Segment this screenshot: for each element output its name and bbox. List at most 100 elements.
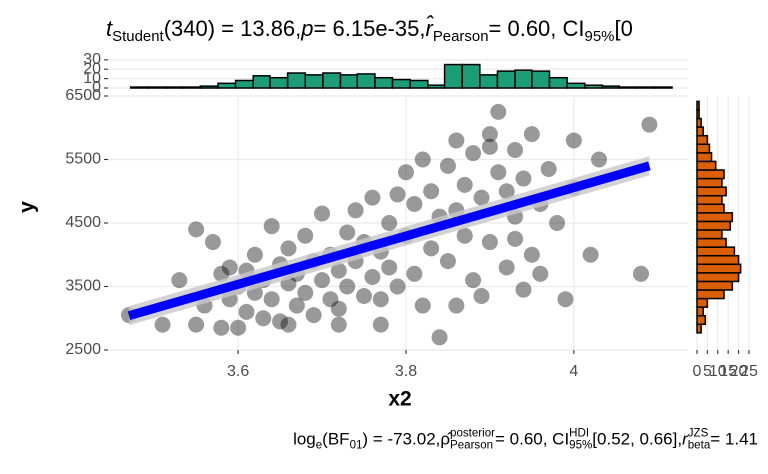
histogram-bar bbox=[636, 86, 656, 89]
histogram-bar bbox=[696, 323, 702, 334]
point bbox=[448, 297, 465, 314]
text-segment: 95% bbox=[585, 28, 615, 45]
point bbox=[339, 224, 356, 241]
point bbox=[204, 234, 221, 251]
x-tick-label: 0 bbox=[693, 363, 702, 380]
histogram-bar bbox=[618, 86, 638, 89]
x-tick-label: 10 bbox=[709, 363, 727, 380]
text-segment: = 0.60, CI bbox=[489, 16, 585, 41]
point bbox=[473, 288, 490, 305]
histogram-bar bbox=[696, 117, 702, 128]
point bbox=[364, 268, 381, 285]
point bbox=[381, 215, 398, 231]
point bbox=[397, 164, 414, 181]
point bbox=[423, 183, 440, 200]
histogram-bar bbox=[696, 280, 734, 291]
point bbox=[280, 316, 297, 333]
histogram-bar bbox=[165, 86, 184, 89]
y-tick-label: 4500 bbox=[65, 214, 101, 231]
point bbox=[230, 319, 247, 336]
point bbox=[591, 151, 608, 168]
point bbox=[448, 132, 465, 149]
histogram-bar bbox=[584, 84, 604, 89]
histogram-bar bbox=[391, 78, 411, 89]
histogram-bar bbox=[322, 72, 342, 89]
text-segment: ρ̂ bbox=[440, 429, 453, 448]
point bbox=[498, 183, 515, 200]
point bbox=[641, 116, 658, 133]
histogram-bar bbox=[696, 272, 740, 283]
point bbox=[515, 170, 532, 187]
point bbox=[322, 291, 339, 308]
point bbox=[414, 297, 431, 314]
histogram-bar bbox=[696, 134, 709, 146]
point bbox=[406, 265, 423, 282]
point bbox=[221, 259, 238, 276]
histogram-bar bbox=[696, 254, 740, 266]
point bbox=[305, 307, 322, 324]
text-segment: [0.52, 0.66], bbox=[592, 429, 682, 448]
point bbox=[481, 126, 498, 143]
point bbox=[632, 265, 649, 282]
x-tick-label: 5 bbox=[703, 363, 712, 380]
histogram-bar bbox=[304, 74, 324, 89]
histogram-bar bbox=[409, 79, 429, 89]
text-segment: e bbox=[316, 439, 322, 451]
point bbox=[263, 218, 280, 235]
histogram-bar bbox=[696, 100, 700, 111]
histogram-bar bbox=[696, 297, 709, 308]
text-segment: Pearson bbox=[433, 28, 489, 45]
point bbox=[481, 138, 498, 155]
y-tick-label: 5500 bbox=[65, 151, 101, 168]
text-segment: p bbox=[300, 16, 313, 41]
point bbox=[507, 230, 524, 247]
histogram-bar bbox=[181, 86, 202, 89]
histogram-bar bbox=[514, 69, 533, 89]
histogram-bar bbox=[427, 84, 446, 89]
point bbox=[532, 265, 549, 282]
point bbox=[280, 240, 297, 257]
text-segment: (BF bbox=[322, 429, 349, 448]
histogram-bar bbox=[696, 186, 727, 197]
histogram-bar bbox=[234, 79, 254, 89]
point bbox=[339, 278, 356, 295]
histogram-bar bbox=[696, 289, 725, 300]
point bbox=[188, 221, 205, 238]
point bbox=[389, 278, 406, 295]
point bbox=[381, 259, 398, 276]
histogram-bar bbox=[548, 76, 568, 89]
text-segment: Pearson bbox=[450, 439, 493, 451]
point bbox=[523, 246, 540, 263]
histogram-bar bbox=[696, 203, 725, 214]
text-segment: = 0.60, CI bbox=[495, 429, 569, 448]
text-segment: posterior bbox=[450, 428, 495, 440]
point bbox=[330, 262, 347, 279]
point bbox=[406, 195, 423, 212]
y-tick-label: 2500 bbox=[65, 341, 101, 358]
point bbox=[272, 313, 289, 330]
y-tick-label: 10 bbox=[83, 70, 101, 87]
text-segment: 95% bbox=[569, 439, 592, 451]
text-segment: 01 bbox=[350, 439, 363, 451]
text-segment: = 1.41 bbox=[710, 429, 758, 448]
point bbox=[481, 234, 498, 251]
x-tick-label: 15 bbox=[719, 363, 737, 380]
point bbox=[389, 186, 406, 203]
point bbox=[498, 259, 515, 276]
text-segment: ) = -73.02, bbox=[362, 429, 440, 448]
histogram-bar bbox=[696, 314, 707, 326]
point bbox=[507, 141, 524, 158]
histogram-bar bbox=[696, 246, 736, 257]
histogram-bar bbox=[696, 194, 723, 206]
histogram-bar bbox=[696, 229, 723, 240]
point bbox=[473, 189, 490, 206]
histogram-bar bbox=[129, 86, 150, 89]
histogram-bar bbox=[696, 152, 713, 163]
point bbox=[431, 329, 448, 346]
histogram-bar bbox=[269, 76, 289, 89]
point bbox=[238, 303, 255, 320]
histogram-bar bbox=[479, 74, 499, 89]
point bbox=[414, 151, 431, 168]
point bbox=[356, 288, 373, 305]
